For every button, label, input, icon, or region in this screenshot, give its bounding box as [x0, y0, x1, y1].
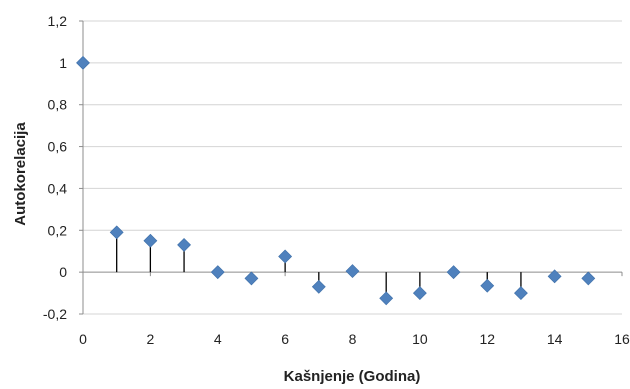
x-tick-label: 2 — [146, 331, 154, 347]
data-point-marker — [514, 286, 528, 300]
data-points — [76, 55, 596, 306]
x-tick-label: 0 — [79, 331, 87, 347]
x-tick-label: 8 — [349, 331, 357, 347]
data-point-marker — [311, 279, 326, 294]
x-axis-title: Kašnjenje (Godina) — [284, 368, 421, 385]
y-tick-label: -0,2 — [43, 306, 67, 322]
x-tick-label: 10 — [412, 331, 428, 347]
x-tick-label: 12 — [479, 331, 495, 347]
data-point-marker — [547, 269, 562, 284]
data-point-marker — [177, 238, 191, 252]
y-tick-label: 0,6 — [48, 139, 68, 155]
y-tick-labels: -0,2 0 0,2 0,4 0,6 0,8 1 1,2 — [43, 13, 67, 322]
data-point-marker — [278, 249, 293, 264]
x-tick-labels: 0 2 4 6 8 10 12 14 16 — [79, 331, 630, 347]
data-point-marker — [379, 291, 394, 306]
data-point-marker — [244, 271, 259, 286]
x-tick-label: 4 — [214, 331, 222, 347]
data-point-marker — [345, 264, 360, 279]
y-tick-label: 0 — [59, 264, 67, 280]
y-tick-label: 0,4 — [48, 180, 68, 196]
gridlines — [83, 20, 622, 315]
x-tick-label: 14 — [547, 331, 563, 347]
data-point-marker — [143, 233, 158, 248]
x-tick-label: 6 — [281, 331, 289, 347]
data-point-marker — [76, 55, 90, 70]
y-axis-title: Autokorelacija — [12, 122, 29, 226]
data-point-marker — [480, 278, 495, 293]
data-point-marker — [210, 265, 225, 280]
y-tick-label: 0,8 — [48, 97, 68, 113]
data-point-marker — [412, 286, 427, 300]
data-point-marker — [109, 225, 124, 240]
y-tick-label: 1,2 — [48, 13, 68, 29]
data-point-marker — [581, 271, 596, 286]
x-tick-label: 16 — [614, 331, 630, 347]
data-point-marker — [446, 265, 461, 280]
y-tick-label: 0,2 — [48, 222, 68, 238]
y-tick-label: 1 — [59, 55, 67, 71]
